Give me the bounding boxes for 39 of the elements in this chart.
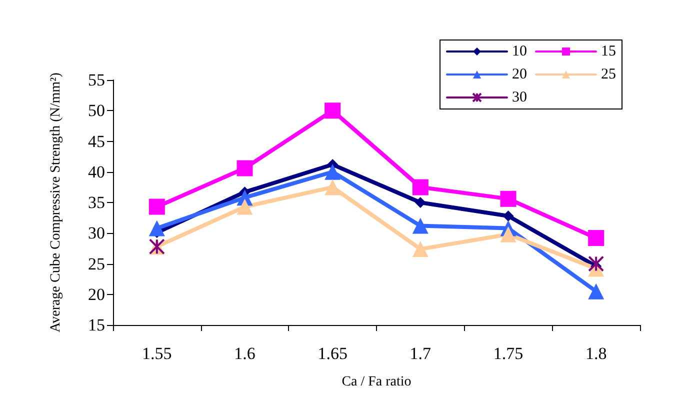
point xyxy=(500,190,516,207)
x-axis-title: Ca / Fa ratio xyxy=(342,374,412,390)
x-tick-label: 1.7 xyxy=(410,344,432,363)
legend-label: 15 xyxy=(601,44,616,60)
legend-label: 25 xyxy=(601,66,616,82)
legend-label: 20 xyxy=(512,66,527,82)
y-tick-label: 25 xyxy=(88,254,105,274)
legend-label: 10 xyxy=(512,44,527,60)
x-tick-label: 1.8 xyxy=(585,344,607,363)
point xyxy=(236,160,253,176)
legend-label: 30 xyxy=(512,90,527,106)
point xyxy=(412,241,428,258)
point xyxy=(588,283,604,300)
x-tick-label: 1.65 xyxy=(318,344,348,363)
point xyxy=(588,256,604,272)
x-tick-label: 1.75 xyxy=(493,344,524,363)
y-tick-label: 55 xyxy=(88,70,105,90)
point xyxy=(324,179,341,196)
x-tick-label: 1.6 xyxy=(234,344,256,363)
y-tick-label: 35 xyxy=(88,193,105,212)
point xyxy=(412,218,428,234)
y-tick-label: 15 xyxy=(88,316,105,334)
y-tick-label: 40 xyxy=(88,162,105,182)
y-tick-label: 20 xyxy=(88,284,105,304)
point xyxy=(324,102,341,119)
point xyxy=(414,197,426,208)
point xyxy=(500,226,516,242)
y-tick-label: 50 xyxy=(88,101,105,120)
x-tick-label: 1.55 xyxy=(142,344,172,363)
point xyxy=(502,210,514,222)
y-tick-label: 45 xyxy=(88,132,105,151)
point xyxy=(412,179,428,196)
y-axis-title: Average Cube Compressive Strength (N/mm²) xyxy=(48,72,64,332)
point xyxy=(324,164,341,180)
y-tick-label: 30 xyxy=(88,224,105,243)
point xyxy=(236,198,253,215)
point xyxy=(148,220,165,236)
point xyxy=(148,198,165,215)
point xyxy=(588,230,604,246)
